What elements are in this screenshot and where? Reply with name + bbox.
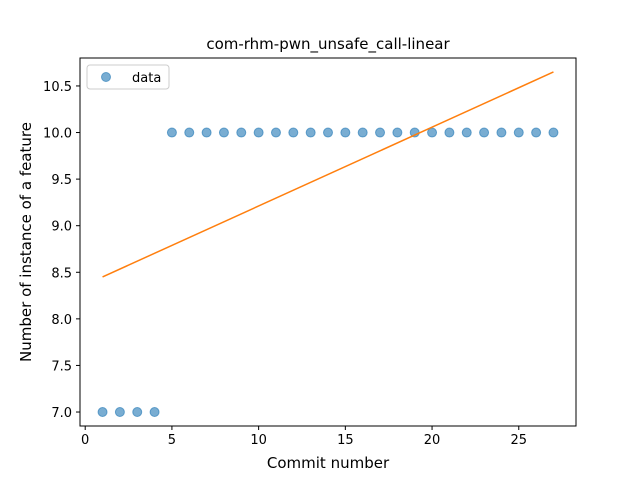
- data-point: [305, 127, 316, 138]
- data-point: [323, 127, 333, 138]
- data-point: [114, 407, 125, 418]
- data-point: [444, 127, 455, 138]
- x-axis-ticks: 0 5 10 15 20 25: [81, 426, 527, 448]
- chart-title: com-rhm-pwn_unsafe_call-linear: [206, 35, 450, 54]
- data-point: [253, 127, 264, 138]
- data-point: [184, 127, 195, 138]
- data-point: [201, 127, 212, 138]
- x-tick-label: 25: [510, 433, 527, 448]
- x-tick-label: 5: [168, 433, 176, 448]
- data-point: [375, 127, 386, 138]
- data-point: [97, 407, 108, 418]
- data-point: [218, 127, 229, 138]
- data-point: [340, 127, 351, 138]
- y-axis-ticks: 7.0 7.5 8.0 8.5 9.0 9.5 10.0 10.5: [43, 80, 80, 421]
- data-point: [513, 127, 524, 138]
- y-tick-label: 10.5: [43, 80, 72, 95]
- x-axis-label: Commit number: [267, 454, 390, 472]
- plot-marks: [97, 71, 559, 418]
- data-point: [479, 127, 490, 138]
- y-tick-label: 8.0: [51, 313, 72, 328]
- y-tick-label: 9.5: [51, 173, 72, 188]
- data-point: [461, 127, 472, 138]
- x-tick-label: 20: [424, 433, 441, 448]
- data-point: [270, 127, 281, 138]
- data-point: [496, 127, 507, 138]
- data-point: [132, 407, 143, 418]
- data-point: [531, 127, 542, 138]
- data-point: [149, 407, 160, 418]
- x-tick-label: 15: [337, 433, 354, 448]
- data-point: [288, 127, 299, 138]
- data-point: [357, 127, 368, 138]
- data-point: [427, 127, 438, 138]
- y-tick-label: 7.0: [51, 406, 72, 421]
- linear-fit-line: [102, 71, 554, 278]
- y-tick-label: 7.5: [51, 359, 72, 374]
- y-axis-label: Number of instance of a feature: [17, 122, 35, 362]
- data-point: [236, 127, 247, 138]
- data-point: [548, 127, 559, 138]
- legend-label-data: data: [132, 71, 161, 86]
- y-tick-label: 8.5: [51, 266, 72, 281]
- y-tick-label: 9.0: [51, 220, 72, 235]
- y-tick-label: 10.0: [43, 127, 72, 142]
- data-point: [392, 127, 403, 138]
- legend-box: [86, 64, 170, 90]
- plot-area-frame: [79, 57, 577, 427]
- legend-marker-data: [101, 72, 111, 82]
- data-point: [166, 127, 177, 138]
- x-tick-label: 0: [81, 433, 89, 448]
- legend: data: [86, 64, 170, 90]
- x-tick-label: 10: [250, 433, 267, 448]
